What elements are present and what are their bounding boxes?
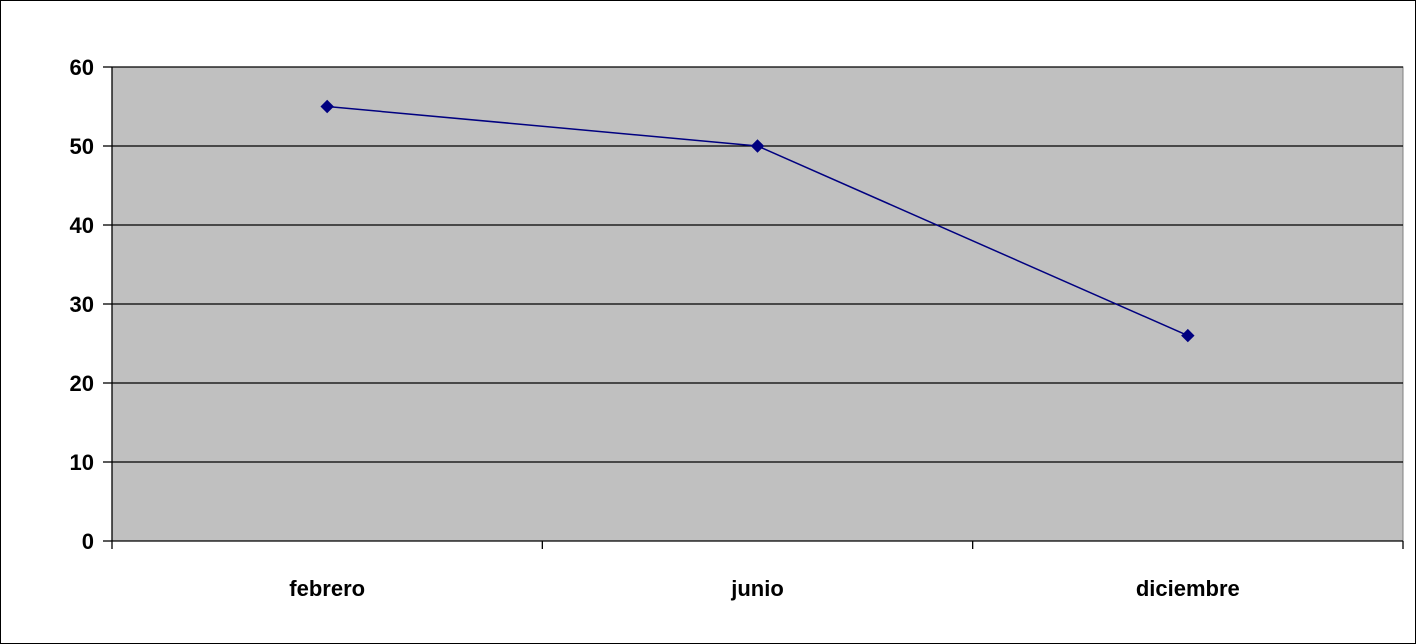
data-point-febrero [320,99,334,114]
data-point-diciembre [1181,328,1195,343]
data-point-junio [750,139,765,153]
y-tick-label: 50 [70,134,94,159]
y-tick-label: 40 [70,213,94,238]
y-tick-label: 20 [70,371,94,396]
y-tick-label: 30 [70,292,94,317]
y-axis-ticks: 0 10 20 30 40 50 60 [70,55,112,554]
x-tick-label-diciembre: diciembre [1136,576,1240,601]
series-layer [320,99,1195,343]
x-tick-label-junio: junio [730,576,784,601]
x-axis-ticks: febrero junio diciembre [111,541,1404,601]
y-tick-label: 10 [70,450,94,475]
x-tick-label-febrero: febrero [289,576,365,601]
y-tick-label: 0 [82,529,94,554]
y-tick-label: 60 [70,55,94,80]
